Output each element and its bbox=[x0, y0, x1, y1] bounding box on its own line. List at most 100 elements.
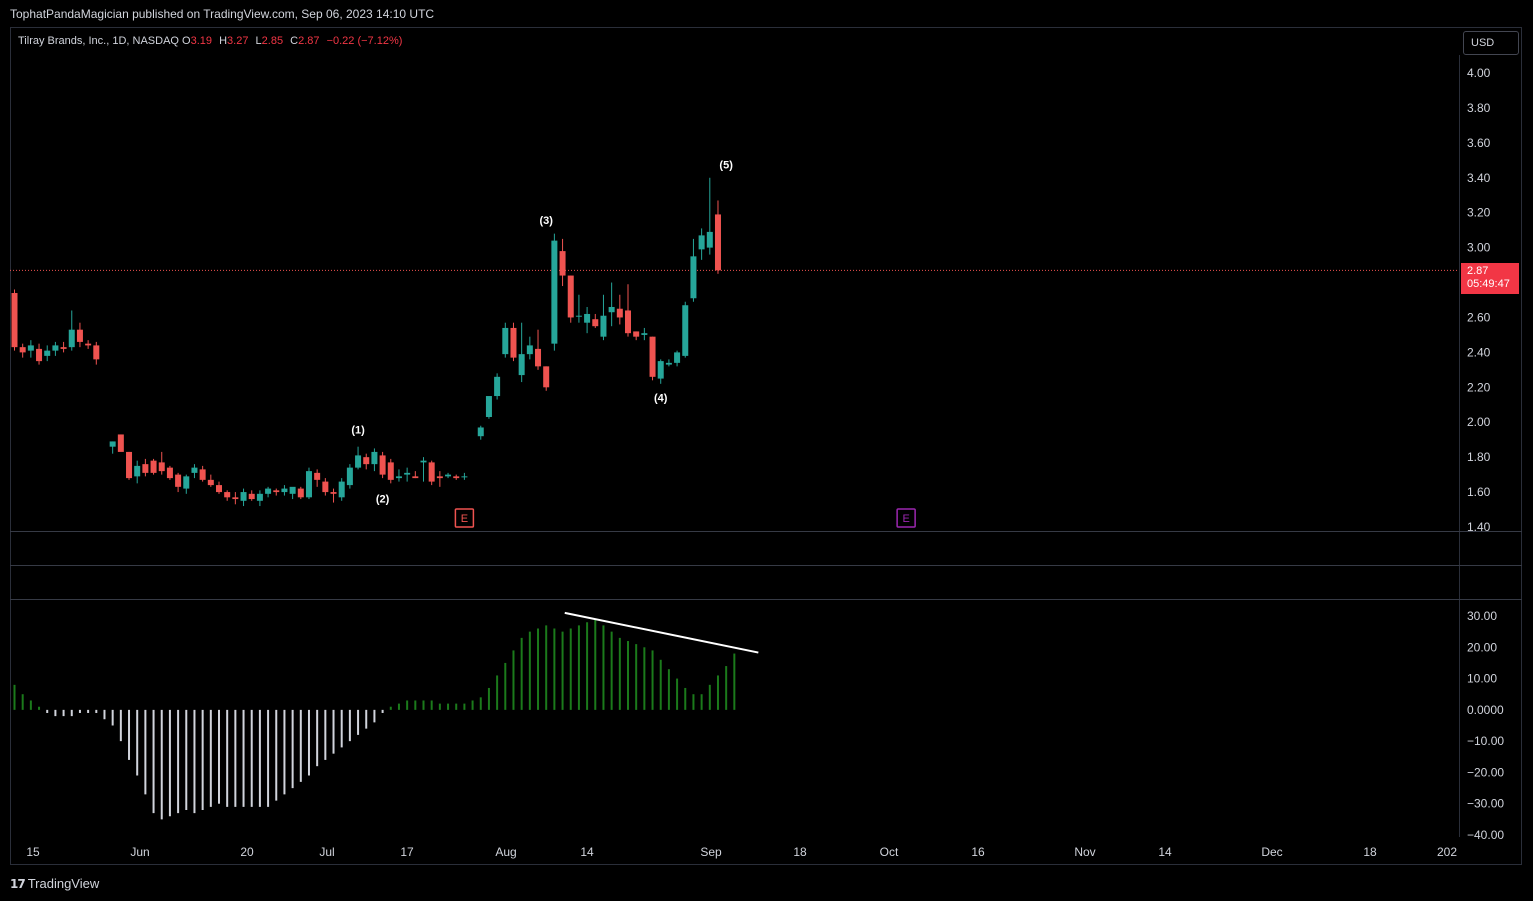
candle-body bbox=[134, 465, 141, 477]
last-price-value: 2.87 bbox=[1467, 265, 1489, 277]
candle-body bbox=[412, 476, 419, 479]
candle-body bbox=[240, 492, 247, 501]
candle-body bbox=[93, 345, 100, 360]
candle-body bbox=[305, 471, 312, 498]
time-tick-label: Dec bbox=[1261, 845, 1282, 859]
candle-body bbox=[445, 474, 452, 477]
earnings-marker bbox=[896, 508, 916, 528]
candle-body bbox=[535, 348, 542, 367]
pane-separator[interactable] bbox=[10, 599, 1522, 600]
candle-body bbox=[575, 315, 582, 317]
candle-body bbox=[117, 434, 124, 452]
candle-body bbox=[543, 366, 550, 388]
candle-body bbox=[191, 467, 198, 473]
candle-body bbox=[265, 488, 272, 494]
published-caption: TophatPandaMagician published on Trading… bbox=[10, 7, 435, 21]
close-value: 2.87 bbox=[298, 35, 320, 47]
oscillator-tick-label: −40.00 bbox=[1467, 828, 1504, 842]
oscillator-tick-label: 20.00 bbox=[1467, 640, 1497, 654]
candle-body bbox=[518, 354, 525, 376]
candle-body bbox=[363, 457, 370, 465]
wave-label: (5) bbox=[719, 159, 733, 171]
candle-body bbox=[477, 427, 484, 437]
candle-body bbox=[85, 343, 92, 346]
price-tick-label: 3.00 bbox=[1467, 241, 1491, 255]
candle-body bbox=[706, 231, 713, 248]
candle-body bbox=[281, 488, 288, 493]
candle-body bbox=[207, 479, 214, 486]
candle-body bbox=[126, 451, 133, 479]
candle-body bbox=[428, 462, 435, 482]
candle-body bbox=[657, 361, 664, 379]
last-price-tag: 2.87 05:49:47 bbox=[1461, 263, 1519, 294]
price-tick-label: 3.40 bbox=[1467, 171, 1491, 185]
candle-body bbox=[682, 305, 689, 356]
candle-body bbox=[502, 327, 509, 355]
low-value: 2.85 bbox=[261, 35, 284, 47]
candle-body bbox=[183, 476, 190, 489]
candle-body bbox=[289, 486, 296, 494]
candle-body bbox=[625, 310, 631, 334]
candle-body bbox=[248, 493, 255, 500]
time-tick-label: 18 bbox=[793, 845, 807, 859]
candle-body bbox=[420, 460, 427, 463]
candle-body bbox=[674, 352, 681, 363]
price-tick-label: 1.40 bbox=[1467, 520, 1491, 534]
price-tick-label: 1.80 bbox=[1467, 450, 1491, 464]
time-tick-label: 16 bbox=[971, 845, 985, 859]
candle-body bbox=[199, 469, 206, 480]
candle-body bbox=[36, 348, 43, 362]
candle-body bbox=[526, 345, 533, 355]
symbol-legend: Tilray Brands, Inc., 1D, NASDAQ O3.19 H3… bbox=[18, 35, 406, 47]
candle-body bbox=[322, 481, 329, 493]
pane-separator[interactable] bbox=[10, 565, 1522, 566]
candle-body bbox=[166, 467, 173, 479]
candle-body bbox=[608, 306, 615, 313]
oscillator-tick-label: 10.00 bbox=[1467, 672, 1497, 686]
price-tick-label: 2.40 bbox=[1467, 345, 1491, 359]
oscillator-tick-label: −10.00 bbox=[1467, 734, 1504, 748]
tradingview-logo-icon: 17 bbox=[10, 877, 26, 891]
price-tick-label: 2.00 bbox=[1467, 415, 1491, 429]
candle-body bbox=[330, 492, 337, 494]
candle-body bbox=[592, 319, 599, 327]
candle-body bbox=[338, 481, 345, 498]
candle-body bbox=[387, 462, 394, 480]
candle-body bbox=[698, 235, 705, 250]
currency-selector[interactable]: USD bbox=[1463, 31, 1519, 55]
candle-body bbox=[494, 376, 501, 397]
time-tick-label: Jun bbox=[130, 845, 149, 859]
candle-body bbox=[19, 347, 26, 353]
time-tick-label: 18 bbox=[1363, 845, 1377, 859]
candle-body bbox=[641, 333, 648, 335]
candle-body bbox=[44, 350, 51, 356]
candle-body bbox=[690, 256, 697, 299]
candle-body bbox=[559, 251, 566, 276]
candle-body bbox=[27, 345, 34, 351]
candle-body bbox=[216, 485, 222, 493]
time-tick-label: Sep bbox=[700, 845, 722, 859]
candle-body bbox=[232, 497, 239, 500]
pane-separator[interactable] bbox=[10, 531, 1522, 532]
high-label: H bbox=[219, 35, 228, 47]
divergence-trendline bbox=[564, 611, 759, 654]
candle-body bbox=[314, 472, 321, 480]
time-tick-label: 202 bbox=[1437, 845, 1457, 859]
price-tick-label: 4.00 bbox=[1467, 66, 1491, 80]
time-tick-label: Jul bbox=[319, 845, 334, 859]
candle-body bbox=[436, 476, 443, 479]
change-value: −0.22 (−7.12%) bbox=[326, 35, 403, 47]
earnings-marker-label: E bbox=[902, 513, 909, 525]
candle-body bbox=[510, 327, 517, 358]
time-tick-label: 20 bbox=[240, 845, 254, 859]
low-label: L bbox=[255, 35, 262, 47]
candle-body bbox=[600, 315, 607, 337]
tradingview-logo[interactable]: 17 TradingView bbox=[10, 876, 99, 891]
price-tick-label: 3.60 bbox=[1467, 136, 1491, 150]
price-tick-label: 3.20 bbox=[1467, 206, 1491, 220]
close-label: C bbox=[290, 35, 299, 47]
candle-body bbox=[395, 476, 402, 479]
